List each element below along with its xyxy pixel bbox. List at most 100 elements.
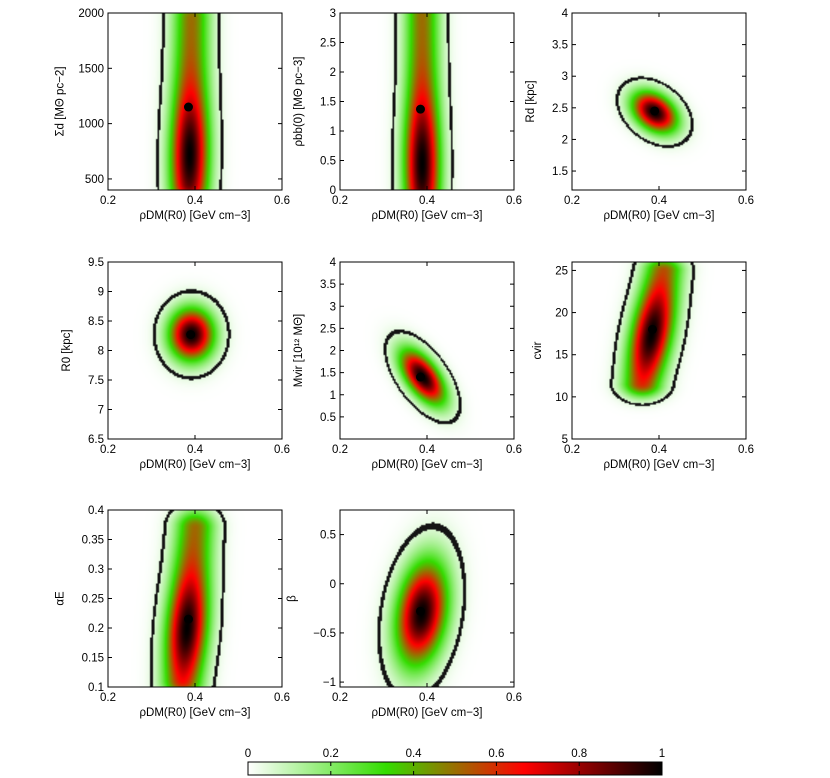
y-tick-label: 0.4 xyxy=(88,505,105,517)
panel-r_d: 0.2 0.4 0.6 1.5 2 2.5 3 3.5 4 ρDM(R0) [GeV cm−3] R… xyxy=(525,8,754,222)
y-tick-label: 0 xyxy=(330,185,336,197)
y-tick-label: 2.5 xyxy=(320,38,336,50)
colorbar-ticks: 0 0.2 0.4 0.6 0.8 1 xyxy=(245,748,665,775)
x-tick-label: 0.2 xyxy=(100,692,116,704)
y-tick-label: 1000 xyxy=(78,119,104,131)
best-fit-point xyxy=(186,330,196,340)
y-axis-label: αE xyxy=(55,591,67,606)
x-tick-label: 0.6 xyxy=(274,195,290,207)
x-tick-label: 0.4 xyxy=(187,444,204,456)
x-tick-label: 0.6 xyxy=(738,195,754,207)
y-tick-label: 2000 xyxy=(78,8,104,20)
x-tick-label: 0.6 xyxy=(506,692,522,704)
panel-rho_bb: 0.2 0.4 0.6 0 0.5 1 1.5 2 2.5 3 ρDM(R0) [GeV cm−3]… xyxy=(293,8,522,222)
y-tick-label: 9 xyxy=(98,287,104,299)
y-axis-label: Σd [MΘ pc−2] xyxy=(55,66,67,136)
density-map xyxy=(572,13,746,190)
y-tick-label: 2 xyxy=(562,134,568,146)
colorbar-tick-label: 0.2 xyxy=(323,748,339,760)
y-tick-label: 3.5 xyxy=(320,279,336,291)
y-tick-label: 3 xyxy=(562,71,568,83)
panel-r_0: 0.2 0.4 0.6 6.5 7 7.5 8 8.5 9 9.5 ρDM(R0) [GeV cm−… xyxy=(61,257,290,471)
y-axis-label: Mvir [10¹² MΘ] xyxy=(293,314,305,387)
y-tick-label: 1.5 xyxy=(552,166,568,178)
density-map xyxy=(108,13,282,190)
x-axis-label: ρDM(R0) [GeV cm−3] xyxy=(371,210,482,222)
x-tick-label: 0.4 xyxy=(651,195,668,207)
y-tick-label: 4 xyxy=(562,8,569,20)
x-axis-label: ρDM(R0) [GeV cm−3] xyxy=(371,459,482,471)
y-tick-label: 25 xyxy=(555,265,568,277)
x-tick-label: 0.2 xyxy=(100,195,116,207)
x-tick-label: 0.6 xyxy=(274,444,290,456)
y-tick-label: 0.5 xyxy=(320,412,336,424)
y-axis-label: cvir xyxy=(532,341,544,359)
x-tick-label: 0.4 xyxy=(419,195,436,207)
y-tick-label: 0.5 xyxy=(320,530,336,542)
x-axis-label: ρDM(R0) [GeV cm−3] xyxy=(371,707,482,719)
y-axis-label: R0 [kpc] xyxy=(61,329,73,371)
colorbar-tick-label: 0.8 xyxy=(571,748,587,760)
y-tick-label: 6.5 xyxy=(88,434,104,446)
best-fit-point xyxy=(415,104,425,114)
y-tick-label: 2.5 xyxy=(552,103,568,115)
x-axis-label: ρDM(R0) [GeV cm−3] xyxy=(139,210,250,222)
density-map xyxy=(340,13,514,190)
y-tick-label: −0.5 xyxy=(313,628,336,640)
y-tick-label: 10 xyxy=(555,392,568,404)
x-tick-label: 0.2 xyxy=(332,444,348,456)
y-tick-label: 2 xyxy=(330,67,336,79)
colorbar-gradient xyxy=(247,761,663,776)
density-map xyxy=(572,262,746,439)
best-fit-point xyxy=(647,324,657,334)
panel-beta: 0.2 0.4 0.6 −1 −0.5 0 0.5 ρDM(R0) [GeV cm−3] β xyxy=(287,509,522,719)
y-tick-label: 0.25 xyxy=(82,594,104,606)
colorbar-tick-label: 1 xyxy=(659,748,665,760)
colorbar-tick-label: 0.4 xyxy=(406,748,423,760)
panel-alpha_e: 0.2 0.4 0.6 0.1 0.15 0.2 0.25 0.3 0.35 0.4 ρDM(R0)… xyxy=(55,505,290,719)
density-map xyxy=(340,262,514,439)
y-tick-label: 7 xyxy=(98,405,104,417)
density-map xyxy=(108,262,282,439)
x-tick-label: 0.2 xyxy=(564,444,580,456)
y-tick-label: 0.1 xyxy=(88,682,104,694)
y-tick-label: 1 xyxy=(330,126,336,138)
density-map xyxy=(340,510,514,687)
y-tick-label: 4 xyxy=(330,257,337,269)
y-tick-label: 0.2 xyxy=(88,623,104,635)
y-tick-label: 3.5 xyxy=(552,40,568,52)
y-tick-label: 0.15 xyxy=(82,653,104,665)
y-tick-label: 3 xyxy=(330,8,336,20)
x-tick-label: 0.2 xyxy=(332,195,348,207)
y-tick-label: 3 xyxy=(330,301,336,313)
density-map xyxy=(108,510,282,687)
x-tick-label: 0.6 xyxy=(274,692,290,704)
y-tick-label: 2.5 xyxy=(320,323,336,335)
y-tick-label: 1 xyxy=(330,390,336,402)
x-tick-label: 0.4 xyxy=(419,444,436,456)
y-tick-label: 0 xyxy=(330,579,336,591)
y-tick-label: 8.5 xyxy=(88,316,104,328)
y-tick-label: 15 xyxy=(555,350,568,362)
y-tick-label: 0.3 xyxy=(88,564,104,576)
x-axis-label: ρDM(R0) [GeV cm−3] xyxy=(603,210,714,222)
y-tick-label: 20 xyxy=(555,308,568,320)
y-tick-label: 2 xyxy=(330,346,336,358)
x-tick-label: 0.6 xyxy=(506,444,522,456)
x-axis-label: ρDM(R0) [GeV cm−3] xyxy=(139,459,250,471)
best-fit-point xyxy=(183,102,193,112)
colorbar: 0 0.2 0.4 0.6 0.8 1 xyxy=(245,748,665,776)
panel-m_vir: 0.2 0.4 0.6 0.5 1 1.5 2 2.5 3 3.5 4 ρDM(R0) [GeV cm… xyxy=(293,257,522,471)
y-tick-label: 9.5 xyxy=(88,257,104,269)
colorbar-tick-label: 0.6 xyxy=(488,748,504,760)
x-tick-label: 0.4 xyxy=(187,195,204,207)
y-axis-label: β xyxy=(287,595,299,602)
x-tick-label: 0.4 xyxy=(651,444,668,456)
y-axis-label: ρbb(0) [MΘ pc−3] xyxy=(293,57,305,147)
y-tick-label: 5 xyxy=(562,434,568,446)
y-tick-label: 1.5 xyxy=(320,97,336,109)
best-fit-point xyxy=(183,614,193,624)
x-tick-label: 0.2 xyxy=(332,692,348,704)
